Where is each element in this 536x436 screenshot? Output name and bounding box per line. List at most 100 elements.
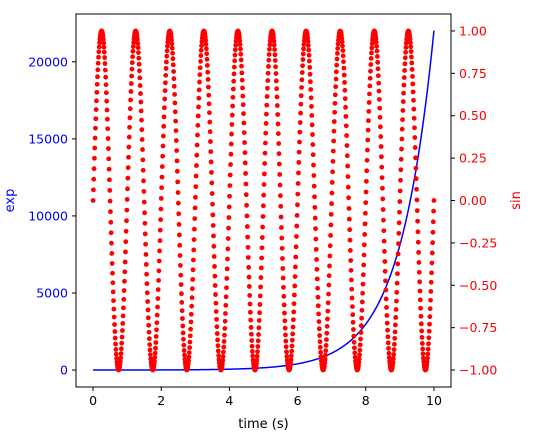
sin-point [159,185,165,191]
sin-point [95,60,101,66]
left-y-axis-label: exp [3,189,18,213]
sin-point [315,303,321,309]
sin-point [291,309,297,315]
sin-point [173,128,179,134]
sin-point [209,180,215,186]
sin-point [240,102,246,108]
sin-point [193,184,199,190]
sin-point [228,141,234,147]
sin-point [91,166,97,172]
sin-point [118,346,124,352]
sin-point [408,44,414,50]
sin-point [257,293,263,299]
sin-point [280,256,285,261]
sin-point [401,75,407,80]
sin-point [317,344,323,350]
sin-point [242,150,248,156]
sin-point [411,106,417,112]
sin-point [400,99,406,105]
sin-point [317,339,323,345]
sin-point [256,332,261,337]
sin-point [272,58,278,63]
sin-point [146,329,152,335]
sin-point [263,121,269,126]
sin-point [341,59,346,65]
sin-point [157,238,163,244]
sin-point [328,211,334,217]
sin-point [276,141,282,146]
sin-point [369,45,375,51]
sin-point [164,53,170,59]
sin-point [155,304,160,310]
sin-point [178,263,183,268]
sin-point [325,308,331,314]
sin-point [325,316,330,322]
sin-point [283,344,289,350]
sin-point [332,92,338,98]
sin-point [198,53,204,58]
sin-point [208,159,214,165]
sin-point [331,138,337,144]
sin-point [244,213,250,219]
sin-point [91,176,97,182]
sin-point [289,343,295,349]
sin-point [144,281,150,287]
sin-point [247,301,253,307]
sin-point [299,70,305,75]
sin-point [292,274,298,279]
right-y-tick-label: 0.00 [459,193,487,208]
sin-point [242,160,248,166]
sin-point [110,270,115,276]
sin-point [277,193,283,199]
sin-point [259,245,265,251]
sin-point [138,108,144,114]
sin-point [243,181,249,187]
sin-point [147,342,153,347]
sin-point [367,91,372,97]
sin-point [290,317,296,323]
sin-point [180,316,185,321]
sin-point [241,120,247,126]
sin-point [139,137,145,142]
sin-point [373,36,379,42]
sin-point [266,64,271,69]
sin-point [362,210,368,216]
sin-point [345,174,351,179]
sin-point [327,243,333,249]
sin-point [246,265,252,270]
x-axis-label: time (s) [238,417,288,432]
x-tick-label: 8 [362,393,370,408]
sin-point [395,261,401,267]
sin-point [395,251,401,257]
sin-point [135,40,141,46]
sin-point [348,267,354,273]
sin-point [407,36,413,42]
sin-point [283,332,288,338]
sin-point [309,113,315,118]
sin-point [296,160,302,165]
sin-point [103,90,109,96]
sin-point [244,202,250,208]
sin-point [381,238,387,244]
sin-point [367,75,373,81]
x-tick-label: 4 [225,393,233,408]
sin-point [192,216,198,221]
sin-point [169,45,175,51]
left-y-tick-label: 10000 [28,208,68,223]
sin-point [345,184,351,190]
sin-point [247,309,253,315]
sin-point [277,172,283,177]
left-y-tick-label: 15000 [28,131,68,146]
sin-point [188,326,194,332]
sin-point [295,181,301,186]
sin-point [375,59,381,65]
sin-point [243,171,248,176]
sin-point [159,164,165,170]
sin-point [249,343,255,349]
sin-point [165,39,171,45]
sin-point [323,343,329,348]
sin-point [376,88,382,94]
sin-point [300,51,306,57]
x-tick-label: 0 [89,393,97,408]
sin-point [254,353,260,359]
